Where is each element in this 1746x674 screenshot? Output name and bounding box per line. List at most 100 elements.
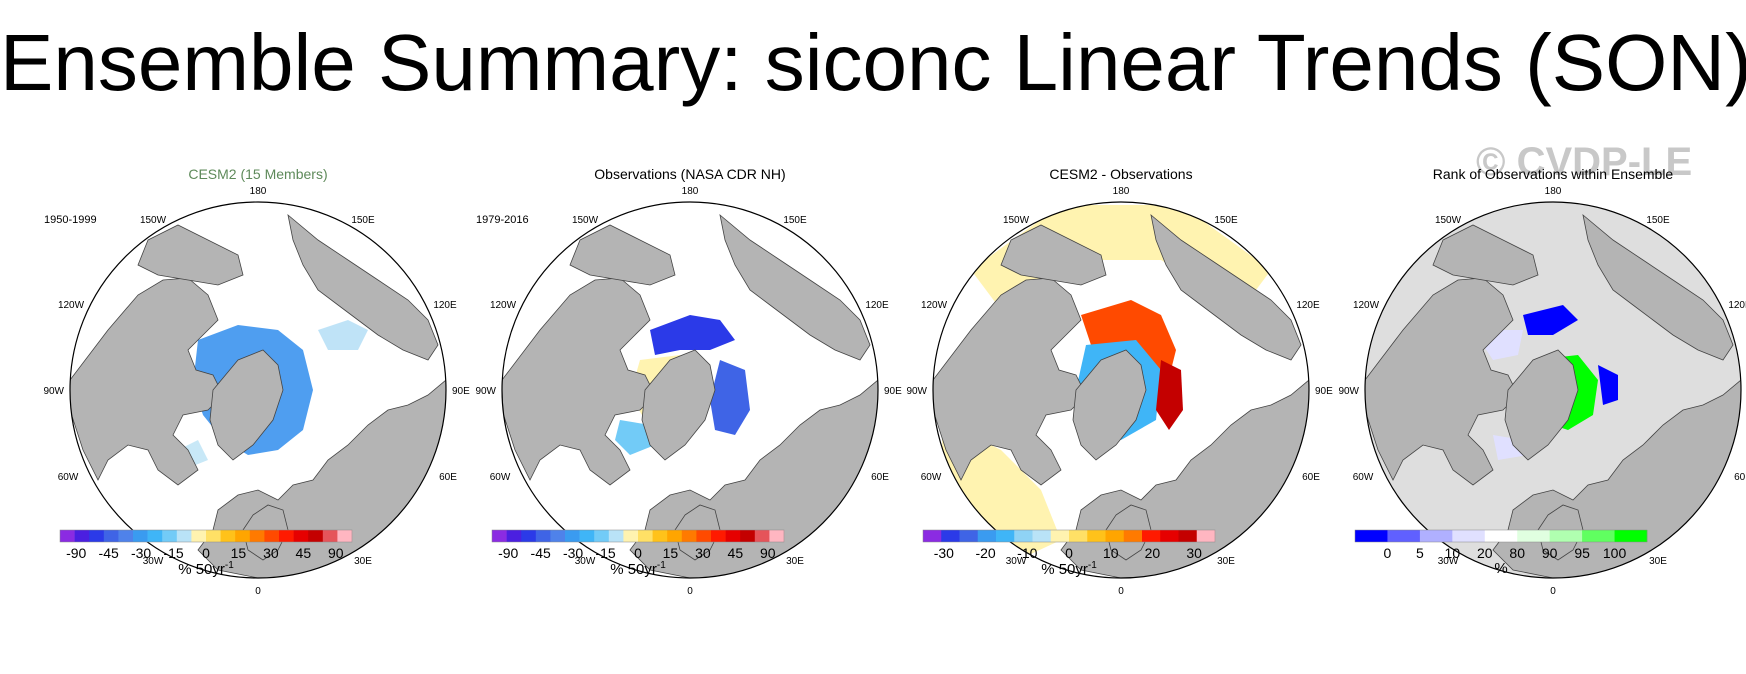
colorbar-outline [1354, 529, 1648, 543]
sea-ice-trend-region [710, 360, 750, 435]
colorbar-outline [491, 529, 785, 543]
longitude-label: 60E [1734, 472, 1746, 483]
map-border [932, 201, 1310, 579]
polar-map: 180 0 90W 90E 150W 120W 150E 120E 60W 30W 60E 30E [906, 186, 1333, 597]
sea-ice-trend-region [1523, 305, 1578, 335]
colorbar-swatch [1178, 530, 1198, 542]
colorbar-swatch [550, 530, 566, 542]
colorbar-swatch [279, 530, 294, 542]
colorbar-swatch [681, 530, 697, 542]
unit-label: % [1494, 560, 1508, 577]
colorbar-swatch [191, 530, 207, 542]
colorbar-swatch [594, 530, 610, 542]
colorbar-tick-label: 20 [1145, 545, 1161, 561]
longitude-label: 150E [783, 215, 807, 226]
longitude-label: 150W [1435, 215, 1462, 226]
longitude-label: 30E [1649, 556, 1667, 567]
colorbar-swatch [977, 530, 997, 542]
longitude-label: 60W [58, 472, 79, 483]
colorbar-swatch [337, 530, 353, 542]
longitude-label: 120E [1296, 300, 1320, 311]
colorbar-tick-label: 30 [1186, 545, 1202, 561]
colorbar-tick-label: 5 [1416, 545, 1424, 561]
colorbar-tick-label: 30 [695, 545, 711, 561]
colorbar-tick-label: 10 [1103, 545, 1119, 561]
colorbar: -90 -45 -30 -15 0 15 30 45 90 [491, 529, 785, 561]
land-mass [1582, 213, 1734, 361]
colorbar-tick-label: 90 [328, 545, 344, 561]
polar-map: 180 0 90W 90E 150W 120W 150E 120E 60W 30W 60E 30E [43, 186, 470, 597]
colorbar-tick-label: 30 [263, 545, 279, 561]
colorbar-swatch [1123, 530, 1143, 542]
colorbar-tick-label: -30 [563, 545, 583, 561]
colorbar-swatch [535, 530, 551, 542]
longitude-label: 30E [354, 556, 372, 567]
colorbar-tick-label: -90 [498, 545, 518, 561]
colorbar-swatch [923, 530, 942, 542]
panel-title: Rank of Observations within Ensemble [1432, 166, 1674, 182]
colorbar-swatch [1160, 530, 1179, 542]
longitude-label: 60W [1353, 472, 1374, 483]
longitude-label: 30W [1438, 556, 1459, 567]
colorbar-tick-label: -15 [163, 545, 183, 561]
colorbar-swatch [162, 530, 178, 542]
period-label: 1979-2016 [476, 214, 529, 226]
colorbar-unit: % 50yr-1 [40, 560, 372, 578]
colorbar-swatch [1032, 530, 1052, 542]
colorbar-tick-label: -15 [595, 545, 615, 561]
map-border [501, 201, 879, 579]
colorbar-swatch [322, 530, 338, 542]
sea-ice-trend-region [318, 320, 368, 350]
colorbar-swatch [1087, 530, 1106, 542]
colorbar-swatch [1355, 530, 1388, 542]
colorbar-swatch [1582, 530, 1615, 542]
colorbar-swatch [103, 530, 119, 542]
colorbar-swatch [769, 530, 785, 542]
colorbar-swatch [652, 530, 668, 542]
unit-label: % 50yr [1041, 561, 1088, 578]
map-panel-2: Observations (NASA CDR NH) 1979-2016 180 0 9… [472, 160, 908, 670]
colorbar-swatch [1142, 530, 1161, 542]
longitude-label: 150W [140, 215, 167, 226]
colorbar-swatch [249, 530, 265, 542]
longitude-label: 60E [871, 472, 889, 483]
longitude-label: 180 [1113, 186, 1130, 197]
longitude-label: 150E [351, 215, 375, 226]
land-mass [1432, 224, 1539, 286]
colorbar-swatch [492, 530, 507, 542]
colorbar-swatch [754, 530, 770, 542]
colorbar-swatch [118, 530, 134, 542]
main-title: Ensemble Summary: siconc Linear Trends (… [0, 18, 1746, 107]
colorbar-swatch [521, 530, 537, 542]
colorbar-tick-label: -30 [131, 545, 151, 561]
colorbar-swatch [206, 530, 221, 542]
longitude-label: 0 [1118, 586, 1124, 597]
sea-ice-trend-region [650, 315, 735, 355]
colorbar-swatch [579, 530, 595, 542]
colorbar-tick-label: 15 [231, 545, 247, 561]
colorbar-tick-label: -90 [66, 545, 86, 561]
longitude-label: 150W [572, 215, 599, 226]
land-mass [1504, 349, 1579, 461]
longitude-label: 60W [490, 472, 511, 483]
colorbar-swatch [608, 530, 624, 542]
polar-map: 180 0 90W 90E 150W 120W 150E 120E 60W 30W 60E 30E [475, 186, 902, 597]
colorbar-swatch [959, 530, 979, 542]
colorbar-tick-label: -10 [1017, 545, 1037, 561]
colorbar-tick-label: 0 [1065, 545, 1073, 561]
colorbar-outline [59, 529, 353, 543]
colorbar-tick-label: 0 [202, 545, 210, 561]
sea-ice-trend-region [1156, 360, 1183, 430]
longitude-label: 60E [1302, 472, 1320, 483]
longitude-label: 90W [43, 386, 64, 397]
colorbar-swatch [1196, 530, 1216, 542]
colorbar-unit: % 50yr-1 [472, 560, 804, 578]
colorbar-unit: % [1335, 560, 1667, 577]
colorbar-swatch [220, 530, 236, 542]
land-mass [719, 213, 871, 361]
colorbar-swatch [941, 530, 960, 542]
colorbar-tick-label: 45 [728, 545, 744, 561]
colorbar: -90 -45 -30 -15 0 15 30 45 90 [59, 529, 353, 561]
colorbar-swatch [235, 530, 251, 542]
panel-title: CESM2 (15 Members) [188, 166, 328, 182]
